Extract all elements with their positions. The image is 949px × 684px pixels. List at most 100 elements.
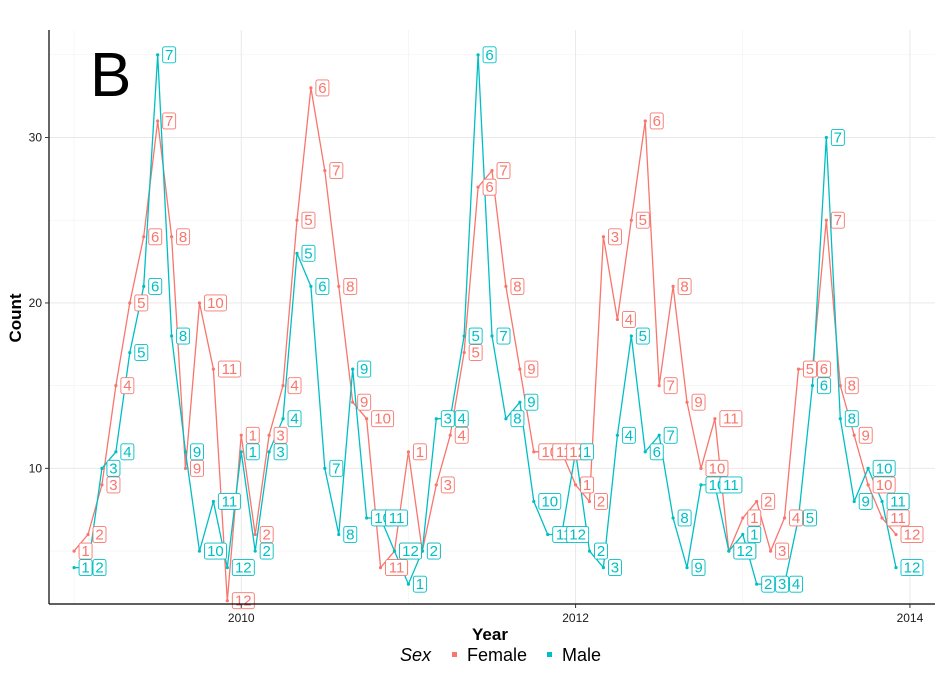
point-label-female: 3 [273,426,288,444]
point-label-female: 5 [301,211,316,229]
point-label-box [399,542,422,560]
point-label-text: 4 [290,378,298,395]
point-label-box [92,526,107,543]
point-label-box [803,509,817,527]
series-layer [72,53,898,603]
data-point-female [490,169,494,173]
point-label-male: 8 [510,410,525,428]
point-label-box [343,526,358,543]
point-label-box [245,426,260,444]
point-label-box [691,393,706,411]
data-point-female [573,483,578,487]
point-label-box [440,476,455,494]
point-label-box [649,112,664,130]
point-label-text: 2 [95,560,103,577]
data-point-female [838,384,842,388]
point-label-box [621,311,636,328]
point-label-female: 5 [635,211,650,229]
point-label-box [816,360,831,378]
point-label-box [301,244,316,262]
point-label-male: 11 [719,476,743,494]
point-label-box [357,360,372,378]
point-label-box [217,492,241,510]
point-label-text: 3 [611,229,619,246]
data-point-male [225,566,229,570]
point-label-box [217,360,241,378]
point-label-box [580,443,595,461]
point-label-text: 5 [639,328,647,345]
point-label-text: 3 [778,576,786,593]
point-label-box [329,162,344,180]
legend-key-male [547,652,552,657]
point-label-male: 5 [134,344,149,362]
point-label-female: 2 [761,492,776,510]
data-point-male [476,53,480,57]
point-label-box [106,476,121,494]
data-point-female [796,367,801,371]
data-point-female [337,284,341,288]
point-label-text: 1 [249,444,257,461]
point-label-male: 3 [106,459,121,477]
data-point-male [392,549,397,553]
data-point-female [629,218,633,222]
point-label-box [468,344,483,362]
data-point-male [629,334,633,338]
data-point-female [72,549,76,553]
point-label-box [106,459,121,477]
data-point-male [532,499,536,504]
point-label-text: 9 [862,493,870,510]
point-label-female: 5 [134,294,149,312]
data-point-male [852,499,856,504]
point-label-male: 5 [803,509,817,527]
data-point-female [434,483,438,487]
point-label-box [78,542,93,560]
point-label-box [496,162,511,180]
point-label-text: 12 [235,560,252,577]
point-label-text: 9 [694,394,702,411]
data-point-female [156,119,160,123]
point-label-female: 1 [747,509,762,527]
point-label-female: 6 [482,178,497,196]
point-label-box [761,575,776,593]
point-label-box [872,459,896,477]
point-label-female: 2 [259,526,274,544]
point-label-box [510,410,525,428]
data-point-male [434,417,438,421]
point-label-male: 7 [830,129,845,147]
point-label-text: 8 [680,278,688,295]
point-label-female: 9 [190,459,204,477]
point-label-box [385,559,409,577]
point-label-female: 10 [204,294,227,312]
point-label-male: 12 [566,526,590,544]
point-label-text: 2 [597,543,605,560]
point-label-female: 9 [858,426,873,444]
point-label-text: 10 [207,295,224,312]
point-label-text: 7 [834,212,842,229]
point-label-box [663,377,678,395]
point-label-female: 1 [580,476,595,494]
point-label-male: 9 [190,443,204,461]
point-label-box [482,46,497,64]
point-label-text: 12 [569,527,586,544]
point-label-box [412,575,427,593]
point-label-female: 9 [357,393,372,411]
point-label-box [900,559,924,577]
data-point-male [615,433,619,437]
point-label-box [677,509,692,527]
data-point-female [169,235,174,239]
point-label-box [719,410,743,428]
point-label-box [747,526,762,543]
data-point-female [504,284,508,288]
data-point-male [253,549,257,553]
data-point-female [100,483,104,487]
point-label-female: 3 [106,476,121,494]
point-label-box [594,492,608,510]
point-label-text: 10 [876,460,893,477]
point-label-box [510,277,525,295]
point-label-text: 1 [750,510,758,527]
point-label-box [176,228,191,246]
point-label-text: 1 [249,427,257,444]
point-label-text: 4 [123,378,131,395]
point-label-text: 5 [806,361,814,378]
point-label-text: 8 [346,278,354,295]
